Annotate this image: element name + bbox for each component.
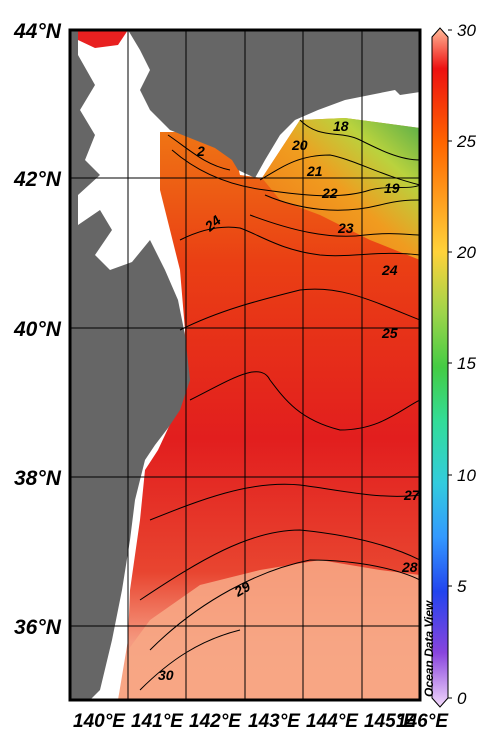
colorbar-label: 5 xyxy=(457,577,467,596)
contour-label: 20 xyxy=(291,137,308,153)
lat-label: 38°N xyxy=(14,467,62,490)
colorbar-label: 25 xyxy=(456,132,476,151)
odv-watermark: Ocean Data View xyxy=(422,600,436,697)
lon-label: 143°E xyxy=(248,711,301,732)
colorbar-label: 10 xyxy=(457,466,476,485)
lon-label: 140°E xyxy=(73,711,126,732)
colorbar-label: 0 xyxy=(457,689,467,708)
contour-label: 25 xyxy=(381,325,398,341)
sst-patch-north xyxy=(78,30,128,48)
land-hokkaido xyxy=(128,30,420,178)
lat-label: 36°N xyxy=(14,616,62,639)
map-frame xyxy=(68,28,422,702)
contour-label: 22 xyxy=(321,185,338,201)
isotherm-lines xyxy=(139,119,420,691)
graticule xyxy=(70,30,420,700)
lon-label: 141°E xyxy=(131,711,184,732)
lon-label: 146°E xyxy=(396,711,449,732)
contour-label: 19 xyxy=(384,180,400,196)
contour-label: 29 xyxy=(231,578,254,600)
land-hokkaido-east xyxy=(385,52,420,95)
lat-label: 44°N xyxy=(13,20,62,43)
colorbar-label: 30 xyxy=(457,21,476,40)
lon-label: 145°E xyxy=(364,711,417,732)
contour-label: 24 xyxy=(381,262,398,278)
contour-label: 2 xyxy=(196,143,205,159)
contour-label: 21 xyxy=(306,163,323,179)
colorbar-label: 20 xyxy=(456,243,476,262)
colorbar-ticks xyxy=(448,29,452,699)
lat-label: 40°N xyxy=(13,318,62,341)
sst-warm-south xyxy=(118,560,420,700)
sst-north-field xyxy=(262,118,420,260)
contour-label: 23 xyxy=(337,220,354,236)
contour-label: 28 xyxy=(401,559,418,575)
contour-label: 27 xyxy=(403,487,421,503)
lat-label: 42°N xyxy=(13,168,62,191)
land-honshu xyxy=(70,30,190,700)
sst-field xyxy=(118,118,420,700)
colorbar-label: 15 xyxy=(457,354,476,373)
contour-label: 18 xyxy=(333,118,349,134)
contour-label: 30 xyxy=(158,667,174,683)
lon-label: 144°E xyxy=(306,711,359,732)
lon-label: 142°E xyxy=(189,711,242,732)
land-kuril xyxy=(395,30,420,48)
